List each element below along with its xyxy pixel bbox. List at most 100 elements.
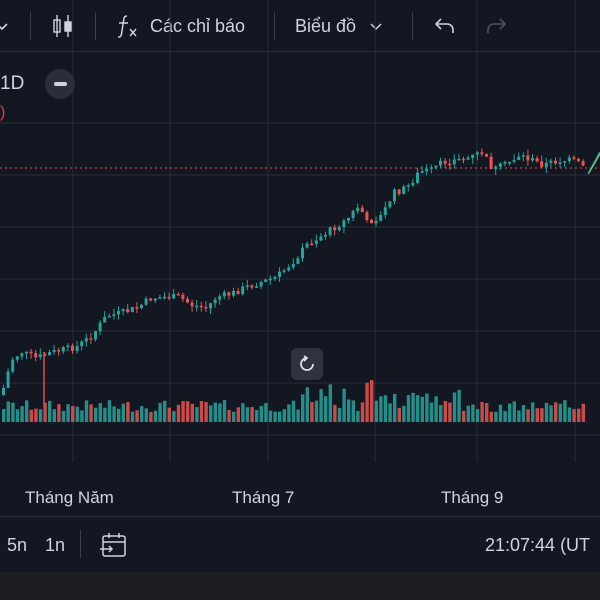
redo-button[interactable] xyxy=(484,0,508,52)
candle-body xyxy=(480,152,484,155)
volume-bar xyxy=(94,407,98,422)
candle-body xyxy=(236,290,240,295)
x-axis-label-july: Tháng 7 xyxy=(232,488,295,507)
volume-bar xyxy=(176,404,181,422)
candle-body xyxy=(457,158,461,161)
volume-bar xyxy=(34,408,38,422)
candle-body xyxy=(66,345,70,348)
candle-body xyxy=(498,163,502,167)
volume-bar xyxy=(517,410,521,422)
candle-body xyxy=(439,160,442,166)
chart-grid xyxy=(0,0,600,462)
x-axis-label-september: Tháng 9 xyxy=(441,488,504,507)
candle-body xyxy=(544,162,548,168)
candle-body xyxy=(117,310,120,315)
volume-bars xyxy=(2,380,585,422)
candle-body xyxy=(420,171,424,173)
chart-type-dropdown[interactable]: Biểu đồ xyxy=(295,0,384,52)
range-5-years-button[interactable]: 5n xyxy=(7,517,27,572)
indicators-button[interactable]: Các chỉ báo xyxy=(116,0,245,52)
range-1-year-button[interactable]: 1n xyxy=(45,517,65,572)
volume-bar xyxy=(89,404,93,422)
volume-bar xyxy=(84,400,89,422)
volume-bar xyxy=(379,396,383,422)
volume-bar xyxy=(218,403,222,422)
candle-body xyxy=(577,158,580,162)
candle-body xyxy=(517,156,521,161)
candle-body xyxy=(305,243,309,248)
volume-bar xyxy=(144,408,148,422)
volume-bar xyxy=(98,403,102,422)
candle-body xyxy=(489,156,493,169)
timezone-clock-button[interactable]: 21:07:44 (UT xyxy=(485,517,590,572)
volume-bar xyxy=(305,387,309,422)
candle-body xyxy=(471,154,475,158)
candle-body xyxy=(232,290,235,296)
candle-body xyxy=(425,168,429,172)
candle-body xyxy=(107,316,111,318)
candle-body xyxy=(351,211,355,218)
volume-bar xyxy=(425,393,429,422)
volume-bar xyxy=(6,401,10,422)
volume-bar xyxy=(38,409,43,422)
chevron-down-icon[interactable] xyxy=(0,0,10,52)
candle-body xyxy=(411,182,415,186)
volume-bar xyxy=(181,401,185,422)
volume-bar xyxy=(581,403,585,422)
candle-body xyxy=(383,207,387,216)
date-range-button[interactable] xyxy=(100,517,128,572)
volume-bar xyxy=(498,404,503,422)
candle-body xyxy=(434,165,438,168)
volume-bar xyxy=(213,402,217,422)
candles-chart-type-button[interactable] xyxy=(51,0,75,52)
bottom-toolbar: 5n 1n 21:07:44 (UT xyxy=(0,516,600,572)
candle-body xyxy=(75,346,79,351)
volume-bar xyxy=(278,411,282,422)
candle-body xyxy=(195,305,199,308)
candle-body xyxy=(287,267,291,271)
candle-body xyxy=(319,236,323,241)
candle-body xyxy=(98,322,102,332)
volume-bar xyxy=(11,402,15,422)
candle-body xyxy=(443,160,447,164)
candle-body xyxy=(356,207,360,212)
candle-body xyxy=(365,212,369,220)
volume-bar xyxy=(572,409,576,422)
candle-body xyxy=(149,298,153,301)
reset-chart-button[interactable] xyxy=(291,348,323,380)
volume-bar xyxy=(204,402,208,422)
candle-body xyxy=(2,387,5,395)
candle-body xyxy=(379,215,383,221)
volume-bar xyxy=(149,411,153,422)
candle-body xyxy=(121,309,125,311)
volume-bar xyxy=(383,395,388,422)
undo-button[interactable] xyxy=(433,0,457,52)
price-chart[interactable] xyxy=(0,0,600,515)
candle-body xyxy=(342,220,346,228)
volume-bar xyxy=(342,388,346,422)
volume-bar xyxy=(153,410,158,422)
volume-bar xyxy=(209,405,213,422)
candle-body xyxy=(301,247,304,259)
volume-bar xyxy=(457,389,461,422)
clock-time-label: 21:07:44 (UT xyxy=(485,534,591,555)
candle-body xyxy=(278,271,281,277)
volume-bar xyxy=(57,404,61,422)
top-toolbar: Các chỉ báo Biểu đồ xyxy=(0,0,600,52)
candle-body xyxy=(264,279,268,283)
volume-bar xyxy=(439,405,443,422)
toolbar-divider xyxy=(412,12,413,40)
candle-body xyxy=(140,304,143,308)
candle-body xyxy=(20,353,24,357)
volume-bar xyxy=(107,400,112,422)
candle-body xyxy=(531,158,534,161)
collapse-legend-button[interactable] xyxy=(45,69,75,99)
volume-bar xyxy=(452,392,457,422)
candle-body xyxy=(388,201,392,208)
volume-bar xyxy=(328,384,332,422)
candle-body xyxy=(485,154,488,157)
candle-body xyxy=(84,338,88,342)
candle-body xyxy=(126,309,130,313)
volume-bar xyxy=(402,405,406,422)
volume-bar xyxy=(287,404,291,422)
